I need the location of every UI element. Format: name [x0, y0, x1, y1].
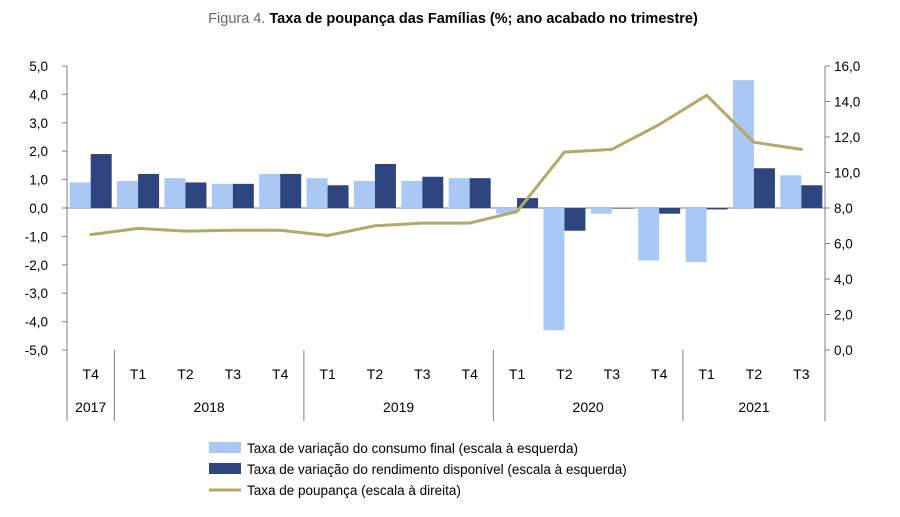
quarter-label: T2	[367, 366, 384, 382]
year-label: 2021	[738, 399, 769, 415]
legend: Taxa de variação do consumo final (escal…	[209, 441, 627, 498]
bar-consumo-final	[590, 208, 612, 214]
right-tick-label: 2,0	[834, 308, 853, 323]
bar-rendimento-disponivel	[327, 185, 349, 208]
quarter-label: T1	[130, 366, 147, 382]
left-tick-label: -4,0	[25, 315, 48, 330]
legend-swatch-rendimento	[209, 463, 241, 474]
bar-rendimento-disponivel	[706, 208, 728, 210]
bar-rendimento-disponivel	[422, 176, 444, 208]
bar-consumo-final	[164, 178, 186, 208]
bar-consumo-final	[448, 178, 470, 208]
left-tick-label: 5,0	[29, 59, 48, 74]
left-tick-label: -5,0	[25, 343, 48, 358]
year-label: 2018	[194, 399, 225, 415]
quarter-label: T4	[83, 366, 100, 382]
legend-label: Taxa de variação do consumo final (escal…	[247, 441, 578, 456]
chart-title: Figura 4. Taxa de poupança das Famílias (…	[208, 11, 698, 27]
line-taxa-poupanca	[89, 93, 803, 237]
bar-consumo-final	[496, 208, 518, 214]
bar-consumo-final	[259, 173, 281, 208]
quarter-label: T1	[698, 366, 715, 382]
bar-consumo-final	[211, 183, 233, 208]
bar-consumo-final	[401, 181, 423, 208]
bar-rendimento-disponivel	[801, 185, 823, 208]
right-tick-label: 6,0	[834, 237, 853, 252]
bar-rendimento-disponivel	[374, 163, 396, 208]
bar-consumo-final	[117, 181, 139, 208]
quarter-label: T2	[556, 366, 573, 382]
left-tick-label: -2,0	[25, 258, 48, 273]
bar-consumo-final	[353, 181, 375, 208]
left-tick-label: 1,0	[29, 173, 48, 188]
year-label: 2019	[383, 399, 414, 415]
bar-rendimento-disponivel	[611, 208, 633, 209]
bar-consumo-final	[780, 175, 802, 208]
bar-rendimento-disponivel	[659, 208, 681, 214]
chart-title-prefix: Figura 4.	[208, 11, 265, 27]
quarter-label: T4	[272, 366, 289, 382]
bar-consumo-final	[638, 208, 660, 261]
bar-consumo-final	[306, 178, 328, 208]
bar-consumo-final	[685, 208, 707, 262]
quarter-label: T3	[225, 366, 242, 382]
year-label: 2020	[573, 399, 604, 415]
right-tick-label: 14,0	[834, 95, 860, 110]
line-layer	[89, 93, 803, 237]
right-tick-label: 0,0	[834, 343, 853, 358]
quarter-label: T4	[462, 366, 479, 382]
bar-consumo-final	[543, 208, 565, 331]
left-tick-label: 2,0	[29, 144, 48, 159]
left-tick-label: -1,0	[25, 229, 48, 244]
right-tick-label: 4,0	[834, 272, 853, 287]
bar-rendimento-disponivel	[185, 182, 207, 208]
left-tick-label: 3,0	[29, 116, 48, 131]
right-tick-label: 10,0	[834, 166, 860, 181]
bar-consumo-final	[732, 80, 754, 208]
legend-swatch-consumo	[209, 442, 241, 453]
chart-title-main: Taxa de poupança das Famílias (%; ano ac…	[269, 11, 698, 27]
right-tick-label: 8,0	[834, 201, 853, 216]
quarter-label: T2	[177, 366, 194, 382]
tick-labels: 5,0 4,0 3,0 2,0 1,0 0,0 -1,0 -2,0 -3,0 -4,0 -5,0 16…	[25, 59, 861, 358]
left-tick-label: -3,0	[25, 286, 48, 301]
legend-label: Taxa de variação do rendimento disponíve…	[247, 462, 627, 477]
quarter-label: T3	[793, 366, 810, 382]
legend-label: Taxa de poupança (escala à direita)	[247, 483, 461, 498]
bar-rendimento-disponivel	[517, 198, 539, 208]
bars-layer	[69, 80, 823, 331]
bar-consumo-final	[69, 182, 91, 208]
left-tick-label: 0,0	[29, 201, 48, 216]
right-tick-label: 16,0	[834, 59, 860, 74]
quarter-label: T1	[509, 366, 526, 382]
quarter-label: T1	[319, 366, 336, 382]
quarter-label: T3	[604, 366, 621, 382]
category-axis: T4 T1 T2 T3 T4 T1 T2 T3 T4 T1 T2 T3 T4 T1 T2 T3 2017 2018…	[66, 350, 826, 421]
left-tick-label: 4,0	[29, 87, 48, 102]
quarter-label: T3	[414, 366, 431, 382]
bar-rendimento-disponivel	[280, 173, 302, 208]
quarter-label: T2	[746, 366, 763, 382]
bar-rendimento-disponivel	[564, 208, 586, 231]
bar-rendimento-disponivel	[138, 173, 160, 208]
bar-rendimento-disponivel	[469, 178, 491, 208]
bar-rendimento-disponivel	[753, 168, 775, 208]
right-tick-label: 12,0	[834, 130, 860, 145]
year-label: 2017	[75, 399, 106, 415]
bar-rendimento-disponivel	[232, 183, 254, 208]
bar-rendimento-disponivel	[90, 154, 112, 208]
quarter-label: T4	[651, 366, 668, 382]
